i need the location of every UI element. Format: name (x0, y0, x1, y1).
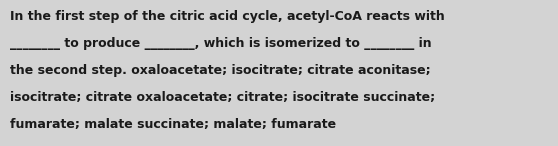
Text: ________ to produce ________, which is isomerized to ________ in: ________ to produce ________, which is i… (10, 37, 432, 50)
Text: fumarate; malate succinate; malate; fumarate: fumarate; malate succinate; malate; fuma… (10, 118, 336, 131)
Text: isocitrate; citrate oxaloacetate; citrate; isocitrate succinate;: isocitrate; citrate oxaloacetate; citrat… (10, 91, 435, 104)
Text: In the first step of the citric acid cycle, acetyl-CoA reacts with: In the first step of the citric acid cyc… (10, 10, 445, 23)
Text: the second step. oxaloacetate; isocitrate; citrate aconitase;: the second step. oxaloacetate; isocitrat… (10, 64, 431, 77)
